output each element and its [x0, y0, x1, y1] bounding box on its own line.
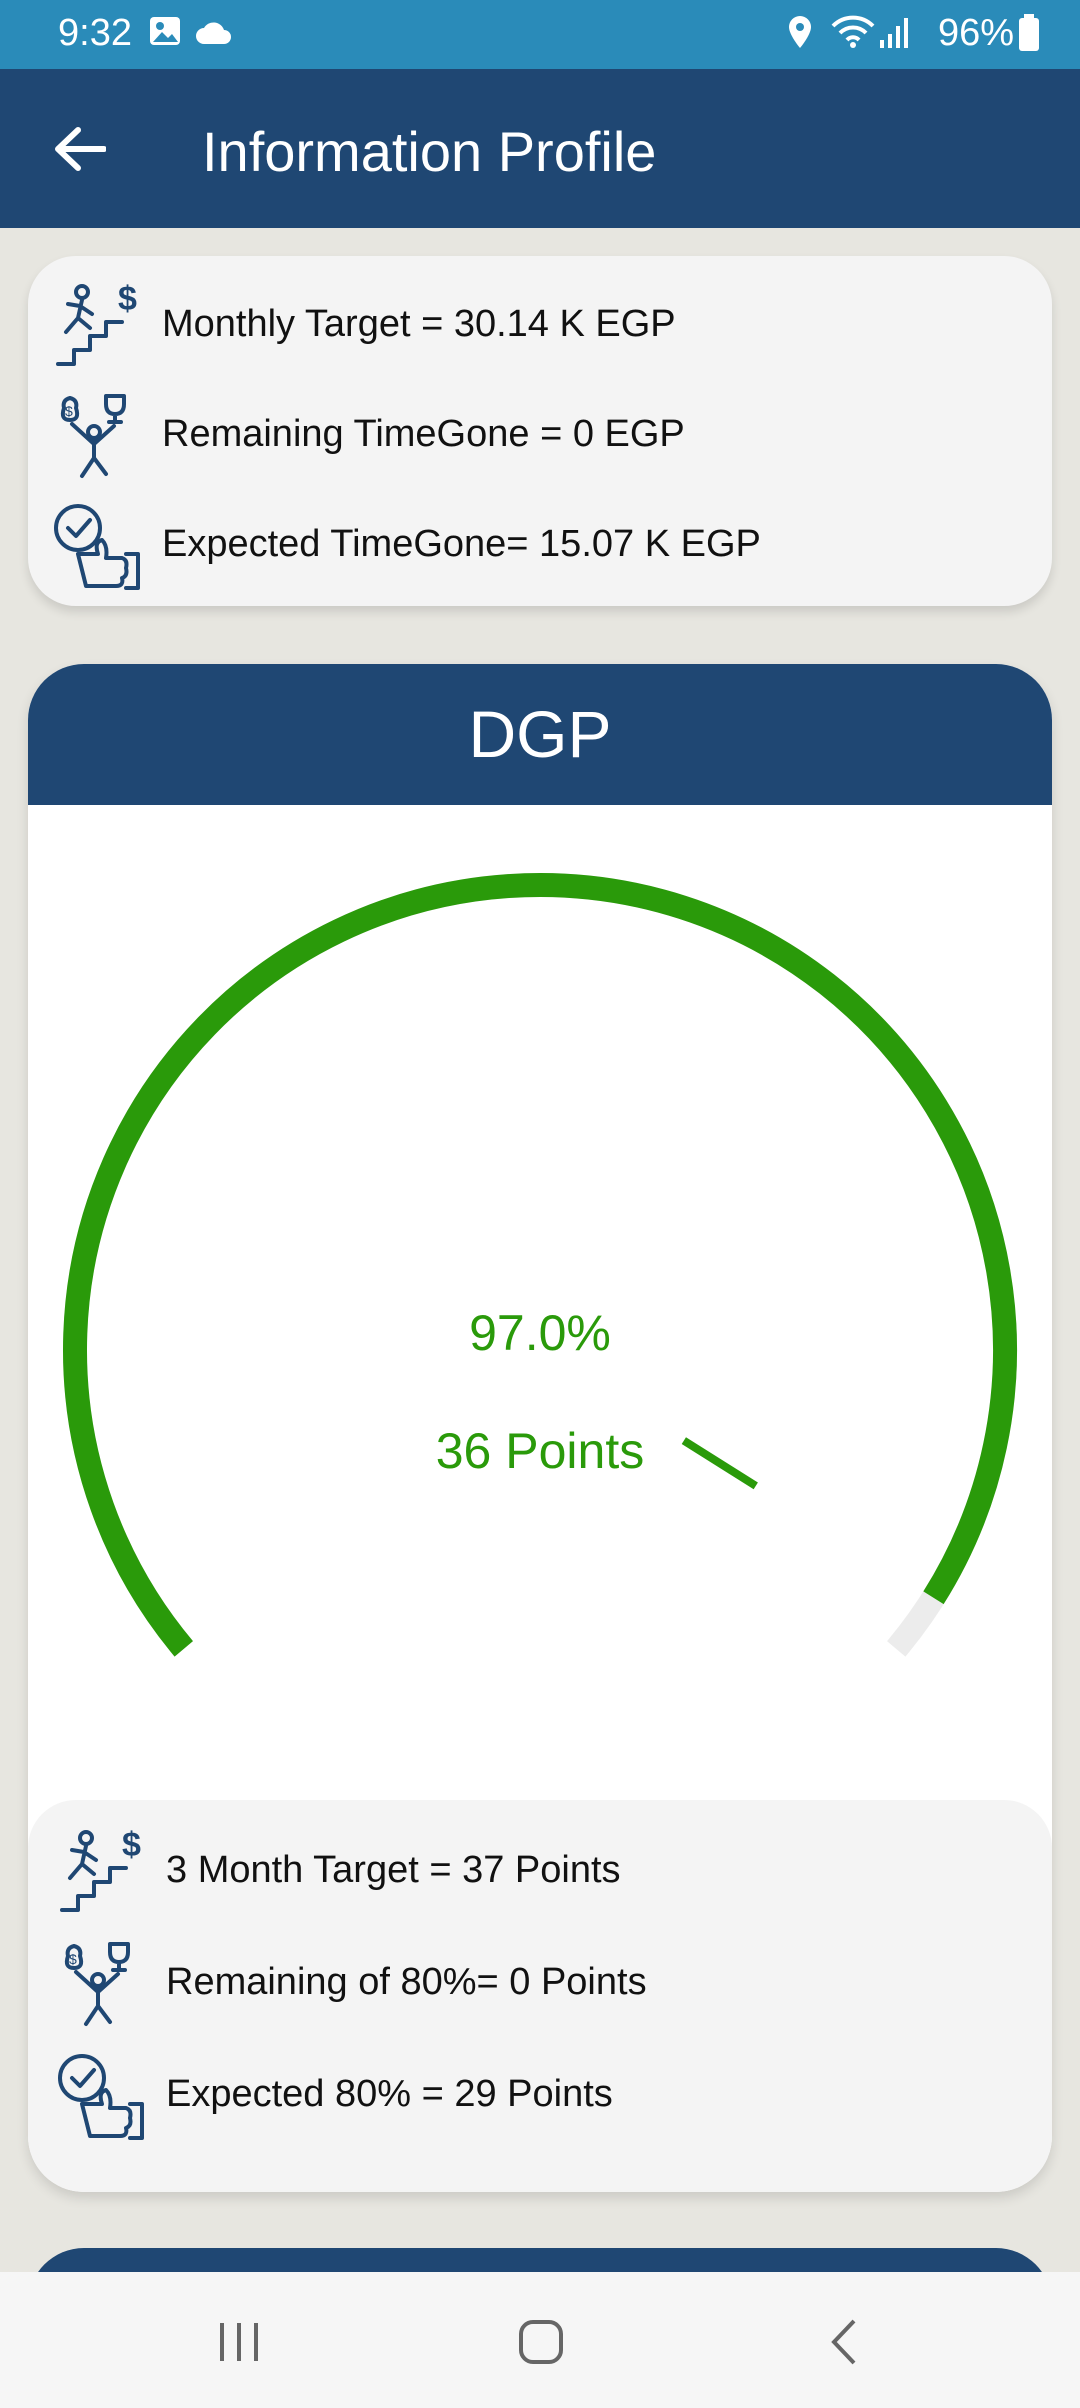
back-nav-button[interactable]: [800, 2302, 890, 2382]
status-bar: 9:32 96%: [0, 0, 1080, 69]
thumbs-up-check-icon: [52, 2046, 148, 2142]
dgp-title: DGP: [28, 664, 1052, 805]
remaining-80-row: $ Remaining of 80%= 0 Points: [52, 1934, 647, 2030]
thumbs-up-check-icon: [48, 496, 144, 592]
three-month-target-row: $ 3 Month Target = 37 Points: [52, 1822, 621, 1918]
next-card-header: [28, 2248, 1052, 2272]
battery-icon: [1018, 14, 1040, 57]
chevron-left-icon: [831, 2319, 856, 2365]
expected-80-text: Expected 80% = 29 Points: [166, 2072, 613, 2115]
dgp-summary: $ 3 Month Target = 37 Points $ Remaining…: [28, 1800, 1052, 2192]
expected-timegone-text: Expected TimeGone= 15.07 K EGP: [162, 522, 761, 565]
recents-button[interactable]: [194, 2302, 284, 2382]
stairs-target-icon: $: [48, 276, 144, 372]
remaining-80-text: Remaining of 80%= 0 Points: [166, 1960, 647, 2003]
monthly-target-row: $ Monthly Target = 30.14 K EGP: [48, 276, 676, 372]
money-trophy-juggler-icon: $: [48, 386, 144, 482]
monthly-target-card: $ Monthly Target = 30.14 K EGP $ Remaini…: [28, 256, 1052, 606]
gauge-needle: [681, 1437, 758, 1490]
remaining-timegone-row: $ Remaining TimeGone = 0 EGP: [48, 386, 685, 482]
battery-percent: 96%: [937, 12, 1014, 54]
monthly-target-text: Monthly Target = 30.14 K EGP: [162, 302, 676, 345]
location-icon: [786, 14, 814, 55]
svg-text:$: $: [122, 1826, 141, 1864]
dgp-gauge: 97.0% 36 Points: [63, 873, 1017, 1657]
dgp-card: DGP 97.0% 36 Points $ 3 Month Target = 3…: [28, 664, 1052, 2192]
svg-text:$: $: [69, 1951, 77, 1967]
home-icon: [519, 2320, 563, 2364]
gauge-percent: 97.0%: [469, 1305, 611, 1361]
three-month-target-text: 3 Month Target = 37 Points: [166, 1848, 621, 1891]
wifi-icon: [830, 14, 876, 55]
signal-icon: [878, 14, 908, 55]
status-time: 9:32: [58, 12, 132, 54]
cloud-icon: [194, 18, 234, 51]
gauge-track: [63, 873, 1017, 1657]
money-trophy-juggler-icon: $: [52, 1934, 148, 2030]
arrow-left-icon: [55, 127, 106, 171]
system-nav-bar: [0, 2272, 1080, 2408]
gauge-points: 36 Points: [436, 1423, 644, 1479]
page-title: Information Profile: [202, 120, 657, 183]
home-button[interactable]: [496, 2302, 586, 2382]
stairs-target-icon: $: [52, 1822, 148, 1918]
gauge-progress: [63, 873, 1017, 1657]
app-bar: Information Profile: [0, 69, 1080, 228]
gallery-icon: [148, 14, 182, 53]
expected-80-row: Expected 80% = 29 Points: [52, 2046, 613, 2142]
content-scroll[interactable]: $ Monthly Target = 30.14 K EGP $ Remaini…: [0, 228, 1080, 2272]
remaining-timegone-text: Remaining TimeGone = 0 EGP: [162, 412, 685, 455]
svg-text:$: $: [118, 280, 137, 318]
recents-icon: [220, 2323, 258, 2361]
expected-timegone-row: Expected TimeGone= 15.07 K EGP: [48, 496, 761, 592]
svg-text:$: $: [65, 403, 73, 419]
back-button[interactable]: [40, 109, 120, 189]
